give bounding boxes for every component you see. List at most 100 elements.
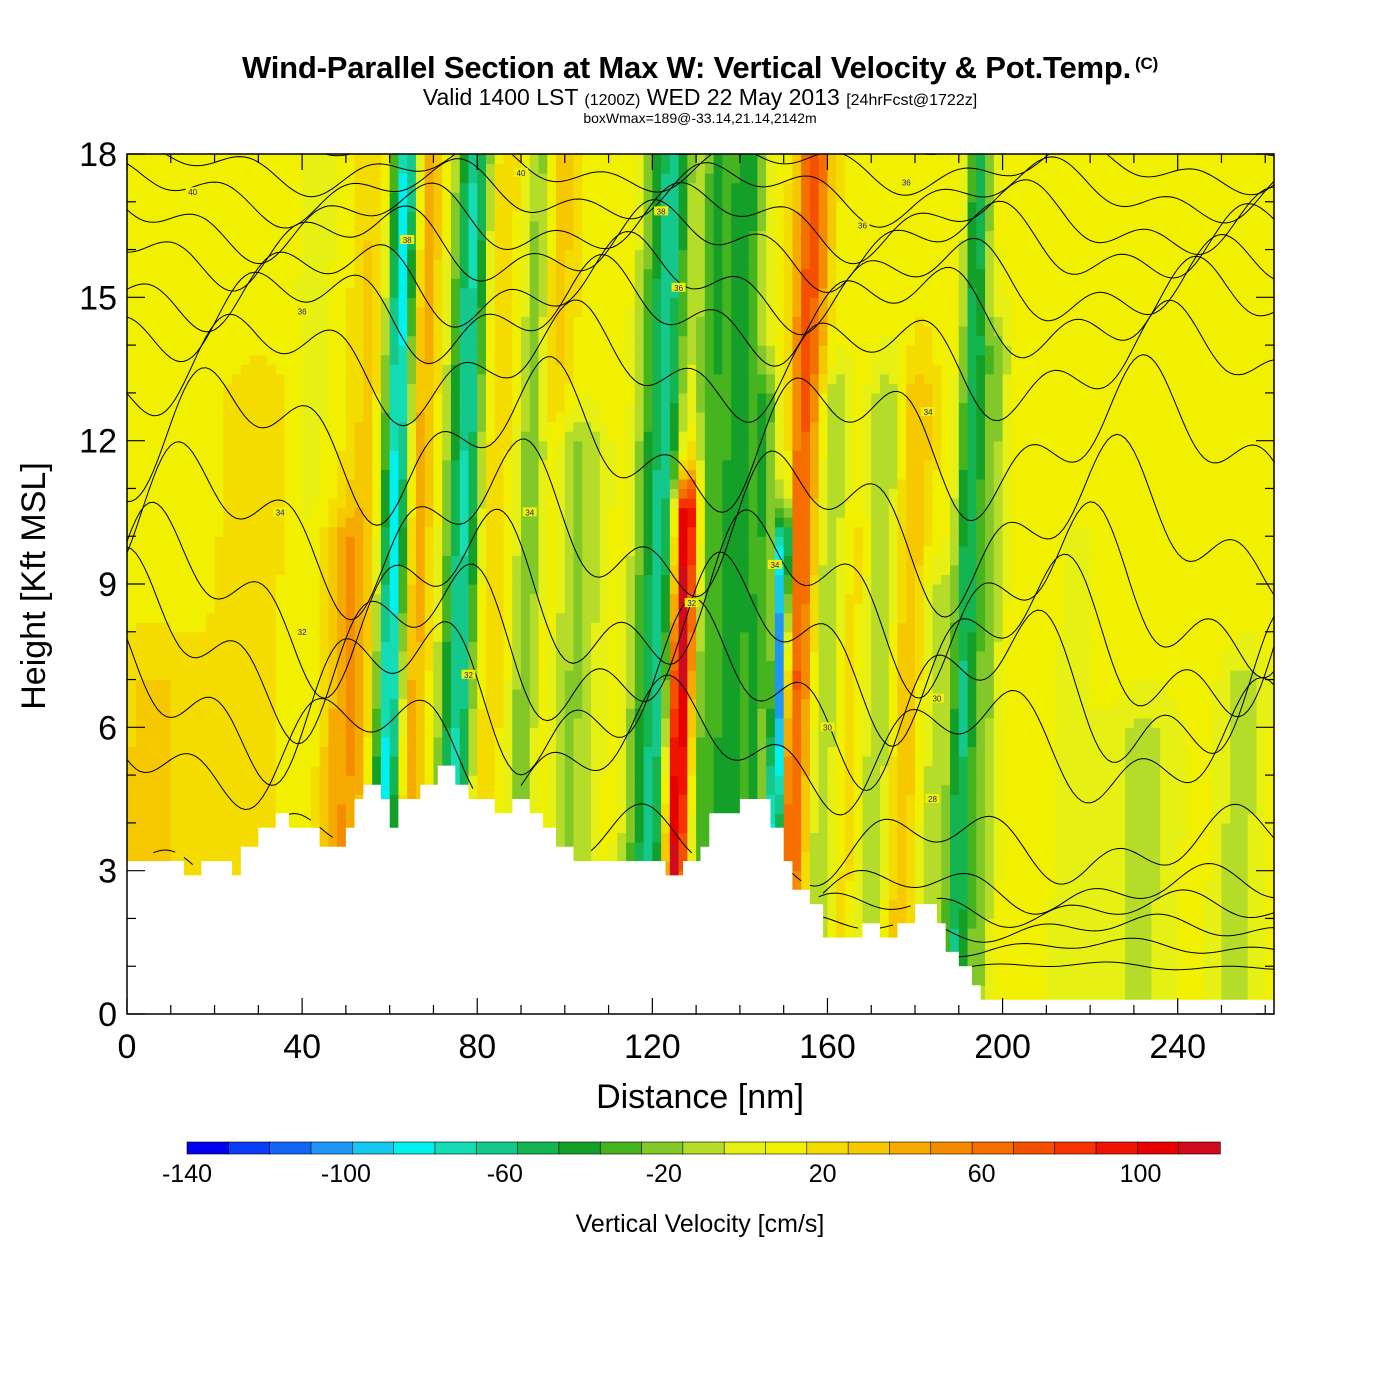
velocity-cell bbox=[450, 220, 461, 232]
velocity-cell bbox=[547, 498, 557, 509]
velocity-cell bbox=[424, 756, 435, 767]
velocity-cell bbox=[538, 182, 548, 193]
velocity-cell bbox=[398, 775, 408, 786]
velocity-cell bbox=[267, 746, 277, 757]
velocity-cell bbox=[284, 689, 294, 700]
velocity-cell bbox=[188, 765, 198, 776]
velocity-cell bbox=[188, 584, 198, 595]
velocity-cell bbox=[197, 670, 207, 681]
velocity-cell bbox=[179, 392, 189, 404]
velocity-cell bbox=[468, 354, 478, 365]
velocity-cell bbox=[573, 220, 583, 232]
velocity-cell bbox=[450, 421, 461, 432]
velocity-cell bbox=[214, 459, 224, 470]
velocity-cell bbox=[310, 622, 321, 633]
velocity-cell bbox=[459, 746, 470, 757]
velocity-cell bbox=[398, 306, 408, 318]
velocity-cell bbox=[319, 335, 329, 346]
velocity-cell bbox=[197, 765, 207, 776]
velocity-cell bbox=[415, 584, 426, 595]
velocity-cell bbox=[389, 631, 400, 642]
velocity-cell bbox=[302, 249, 312, 260]
velocity-cell bbox=[319, 822, 329, 834]
velocity-cell bbox=[564, 278, 575, 289]
velocity-cell bbox=[573, 765, 583, 776]
velocity-cell bbox=[547, 364, 557, 375]
velocity-cell bbox=[223, 593, 233, 604]
velocity-cell bbox=[556, 593, 566, 604]
velocity-cell bbox=[345, 431, 356, 442]
velocity-cell bbox=[284, 326, 294, 337]
velocity-cell bbox=[424, 278, 435, 289]
velocity-cell bbox=[433, 383, 443, 394]
velocity-cell bbox=[170, 727, 181, 738]
velocity-cell bbox=[442, 708, 452, 719]
velocity-cell bbox=[328, 593, 338, 604]
velocity-cell bbox=[494, 708, 505, 719]
velocity-cell bbox=[468, 593, 478, 604]
velocity-cell bbox=[293, 345, 303, 356]
velocity-cell bbox=[477, 440, 487, 451]
velocity-cell bbox=[494, 765, 505, 776]
velocity-cell bbox=[521, 154, 531, 165]
velocity-cell bbox=[442, 545, 452, 556]
velocity-cell bbox=[345, 526, 356, 537]
velocity-cell bbox=[407, 584, 417, 595]
velocity-cell bbox=[582, 584, 592, 595]
velocity-cell bbox=[407, 574, 417, 585]
velocity-cell bbox=[144, 220, 154, 232]
velocity-cell bbox=[538, 306, 548, 318]
velocity-cell bbox=[529, 765, 540, 776]
velocity-cell bbox=[302, 268, 312, 279]
velocity-cell bbox=[547, 316, 557, 327]
velocity-cell bbox=[564, 268, 575, 279]
velocity-cell bbox=[188, 794, 198, 805]
velocity-cell bbox=[188, 555, 198, 566]
velocity-cell bbox=[345, 555, 356, 566]
velocity-cell bbox=[310, 230, 321, 241]
velocity-cell bbox=[223, 736, 233, 748]
velocity-cell bbox=[450, 392, 461, 404]
velocity-cell bbox=[345, 173, 356, 184]
velocity-cell bbox=[275, 392, 286, 404]
velocity-cell bbox=[275, 717, 286, 728]
velocity-cell bbox=[240, 450, 251, 461]
velocity-cell bbox=[240, 335, 251, 346]
velocity-cell bbox=[275, 698, 286, 709]
velocity-cell bbox=[564, 832, 575, 843]
velocity-cell bbox=[232, 679, 242, 690]
velocity-cell bbox=[275, 412, 286, 423]
velocity-cell bbox=[345, 220, 356, 232]
velocity-cell bbox=[599, 708, 610, 719]
valid-date: WED 22 May 2013 bbox=[646, 84, 840, 110]
velocity-cell bbox=[459, 163, 470, 174]
velocity-cell bbox=[503, 488, 513, 499]
velocity-cell bbox=[188, 650, 198, 662]
velocity-cell bbox=[232, 670, 242, 681]
velocity-cell bbox=[529, 316, 540, 327]
velocity-cell bbox=[127, 689, 137, 700]
velocity-cell bbox=[389, 354, 400, 365]
velocity-cell bbox=[442, 335, 452, 346]
velocity-cell bbox=[591, 746, 601, 757]
velocity-cell bbox=[503, 584, 513, 595]
velocity-cell bbox=[267, 450, 277, 461]
velocity-cell bbox=[573, 211, 583, 222]
velocity-cell bbox=[433, 469, 443, 480]
velocity-cell bbox=[521, 526, 531, 537]
velocity-cell bbox=[153, 603, 163, 614]
velocity-cell bbox=[328, 507, 338, 518]
velocity-cell bbox=[389, 584, 400, 595]
velocity-cell bbox=[556, 440, 566, 451]
velocity-cell bbox=[372, 593, 382, 604]
velocity-cell bbox=[512, 297, 522, 308]
velocity-cell bbox=[556, 163, 566, 174]
velocity-cell bbox=[582, 249, 592, 260]
velocity-cell bbox=[127, 631, 137, 642]
velocity-cell bbox=[599, 220, 610, 232]
velocity-cell bbox=[503, 383, 513, 394]
velocity-cell bbox=[170, 459, 181, 470]
velocity-cell bbox=[442, 230, 452, 241]
velocity-cell bbox=[162, 440, 172, 451]
velocity-cell bbox=[459, 230, 470, 241]
